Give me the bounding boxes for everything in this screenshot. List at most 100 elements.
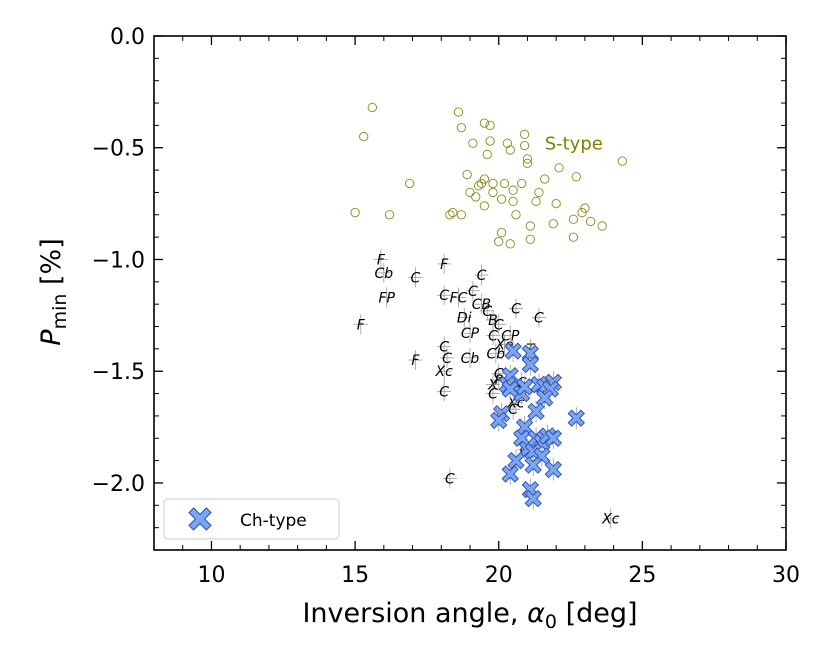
s-type-annotation: S-type bbox=[545, 133, 603, 154]
s-type-point bbox=[519, 140, 530, 151]
ch-type-point bbox=[524, 456, 542, 474]
s-type-point bbox=[525, 221, 535, 231]
s-type-point bbox=[476, 178, 487, 189]
class-label-point: Cb bbox=[487, 346, 506, 362]
class-label-point: C bbox=[508, 402, 518, 418]
s-type-point bbox=[468, 138, 478, 148]
class-label-point: CP bbox=[501, 328, 520, 344]
class-label-point: B bbox=[488, 313, 498, 329]
s-type-point bbox=[577, 207, 587, 218]
y-axis-title: Pmin [%] bbox=[36, 238, 71, 345]
legend: Ch-type bbox=[163, 498, 340, 540]
legend-marker-ch-type bbox=[188, 507, 212, 531]
class-label-point: C bbox=[488, 387, 498, 403]
s-type-point bbox=[519, 129, 530, 139]
s-type-point bbox=[453, 107, 464, 117]
legend-label-ch-type: Ch-type bbox=[240, 511, 307, 531]
s-type-point bbox=[456, 210, 467, 220]
s-type-point bbox=[517, 178, 527, 189]
ch-type-point bbox=[501, 465, 519, 483]
ch-type-point bbox=[527, 402, 545, 421]
class-label-point: C bbox=[439, 288, 449, 304]
class-label-point: C bbox=[439, 384, 449, 400]
class-label-point: F bbox=[357, 317, 366, 333]
class-label-point: Cb bbox=[374, 266, 393, 282]
class-label-point: Xc bbox=[601, 512, 620, 528]
class-label-point: F bbox=[411, 353, 420, 369]
s-type-point bbox=[508, 196, 518, 207]
class-label-point: Xc bbox=[434, 364, 453, 380]
s-type-point bbox=[471, 192, 481, 202]
s-type-point bbox=[534, 187, 544, 198]
class-label-point: C bbox=[442, 351, 452, 367]
s-type-point bbox=[350, 207, 360, 218]
s-type-point bbox=[525, 234, 535, 245]
class-label-point: F bbox=[377, 252, 386, 268]
x-tick-label: 30 bbox=[772, 563, 800, 588]
s-type-point bbox=[505, 239, 515, 249]
ch-type-point bbox=[521, 355, 540, 374]
ch-type-point bbox=[544, 460, 563, 479]
class-label-point: C bbox=[468, 284, 478, 300]
s-type-point bbox=[499, 178, 510, 189]
class-label-point: C bbox=[534, 311, 544, 327]
s-type-point bbox=[485, 120, 495, 131]
y-tick-label: −1.0 bbox=[92, 248, 145, 273]
legend-ch-type-marker bbox=[188, 507, 212, 531]
s-type-point bbox=[568, 232, 579, 242]
y-tick-label: −0.5 bbox=[92, 137, 145, 162]
s-type-point bbox=[554, 163, 564, 173]
s-type-point bbox=[462, 169, 472, 180]
class-label-point: F bbox=[440, 257, 449, 273]
x-axis-title: Inversion angle, α0 [deg] bbox=[302, 598, 637, 633]
s-type-point bbox=[488, 187, 498, 198]
class-label-point: CP bbox=[461, 326, 480, 342]
s-type-point bbox=[551, 198, 561, 209]
ch-type-point bbox=[507, 451, 525, 470]
y-tick-label: −1.5 bbox=[92, 360, 145, 385]
class-label-point: Di bbox=[457, 311, 472, 327]
s-type-point bbox=[571, 172, 581, 182]
x-tick-label: 20 bbox=[485, 563, 513, 588]
s-type-point bbox=[597, 221, 607, 231]
s-type-point bbox=[548, 219, 558, 229]
class-label-point: C bbox=[488, 328, 498, 344]
x-tick-label: 10 bbox=[197, 563, 225, 588]
s-type-point bbox=[456, 122, 467, 133]
s-type-point bbox=[367, 102, 377, 113]
s-type-point bbox=[508, 185, 518, 195]
ch-type-point bbox=[504, 342, 522, 360]
s-type-point bbox=[445, 210, 455, 220]
s-type-point bbox=[448, 207, 458, 218]
x-tick-label: 25 bbox=[628, 563, 656, 588]
class-label-point: C bbox=[494, 317, 504, 333]
s-type-point bbox=[465, 187, 475, 198]
s-type-point bbox=[531, 196, 541, 207]
s-type-point bbox=[568, 214, 579, 224]
class-label-point: FC bbox=[450, 290, 468, 306]
s-type-point bbox=[522, 154, 533, 164]
s-type-point bbox=[617, 156, 627, 166]
s-type-point bbox=[494, 236, 504, 247]
class-label-point: C bbox=[445, 471, 455, 487]
ch-type-point bbox=[567, 409, 585, 427]
y-tick-label: 0.0 bbox=[110, 25, 145, 50]
class-label-point: C bbox=[482, 304, 492, 320]
s-type-point bbox=[580, 203, 590, 213]
class-label-point: Cb bbox=[461, 351, 480, 367]
s-type-point bbox=[405, 178, 415, 189]
s-type-point bbox=[473, 181, 484, 191]
ch-type-point bbox=[544, 429, 563, 447]
s-type-point bbox=[488, 178, 498, 189]
s-type-point bbox=[482, 149, 492, 160]
s-type-point bbox=[502, 138, 512, 148]
s-type-point bbox=[522, 158, 533, 169]
class-label-point: Xc bbox=[506, 396, 525, 412]
y-tick-label: −2.0 bbox=[92, 472, 145, 497]
s-type-point bbox=[496, 194, 507, 204]
s-type-point bbox=[511, 210, 521, 220]
s-type-point bbox=[496, 228, 507, 238]
s-type-point bbox=[479, 201, 490, 211]
s-type-point bbox=[384, 210, 395, 220]
